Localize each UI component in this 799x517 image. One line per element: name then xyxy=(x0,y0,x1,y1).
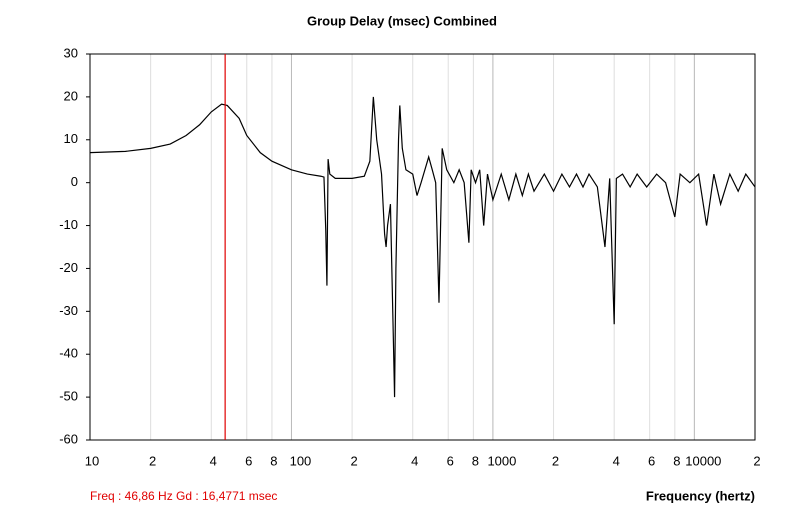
y-tick-label: -40 xyxy=(59,346,78,361)
x-tick-label: 8 xyxy=(270,453,277,468)
x-tick-label: 10 xyxy=(85,453,99,468)
y-tick-label: 30 xyxy=(64,45,78,60)
y-tick-label: 0 xyxy=(71,174,78,189)
data-line xyxy=(89,96,756,398)
x-tick-label: 4 xyxy=(210,453,217,468)
x-tick-label: 2 xyxy=(350,453,357,468)
x-tick-label: 2 xyxy=(552,453,559,468)
y-tick-label: 20 xyxy=(64,88,78,103)
y-tick-label: -20 xyxy=(59,260,78,275)
x-tick-label: 8 xyxy=(673,453,680,468)
y-tick-label: 10 xyxy=(64,131,78,146)
plot-area xyxy=(90,54,755,440)
x-tick-label: 2 xyxy=(149,453,156,468)
x-tick-label: 6 xyxy=(447,453,454,468)
x-tick-label: 4 xyxy=(411,453,418,468)
y-tick-label: -30 xyxy=(59,303,78,318)
x-tick-label: 8 xyxy=(472,453,479,468)
x-tick-label: 10000 xyxy=(685,453,721,468)
x-tick-label: 2 xyxy=(753,453,760,468)
x-tick-label: 6 xyxy=(648,453,655,468)
x-tick-label: 4 xyxy=(613,453,620,468)
y-tick-label: -60 xyxy=(59,431,78,446)
chart-title: Group Delay (msec) Combined xyxy=(307,13,497,28)
x-axis-label: Frequency (hertz) xyxy=(646,488,755,503)
x-tick-label: 6 xyxy=(245,453,252,468)
cursor-readout: Freq : 46,86 Hz Gd : 16,4771 msec xyxy=(90,489,277,503)
x-tick-label: 1000 xyxy=(487,453,516,468)
y-tick-label: -50 xyxy=(59,389,78,404)
y-tick-label: -10 xyxy=(59,217,78,232)
x-tick-label: 100 xyxy=(290,453,312,468)
plot-border xyxy=(89,53,756,441)
